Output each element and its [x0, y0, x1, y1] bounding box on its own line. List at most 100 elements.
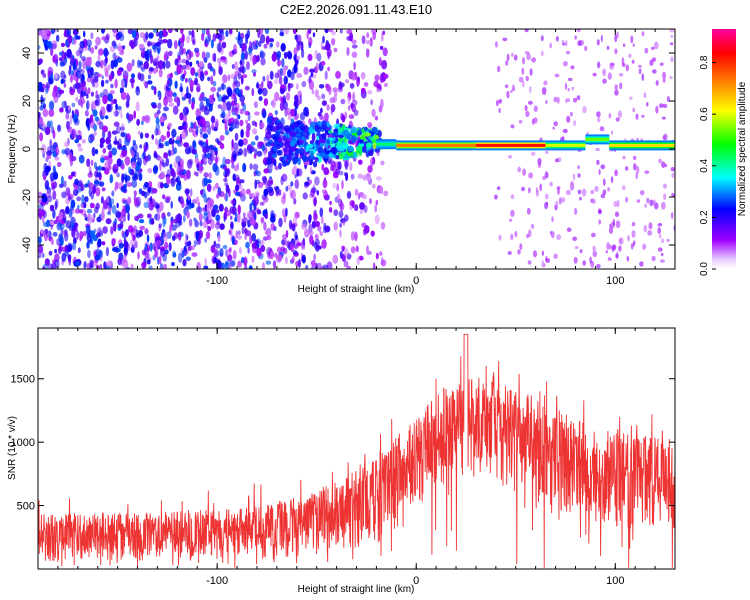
- spectrogram-cell: [200, 118, 206, 127]
- spectrogram-cell: [207, 125, 212, 135]
- spectrogram-cell: [103, 201, 109, 210]
- spectrogram-cell: [146, 41, 153, 47]
- spectrogram-cell: [100, 157, 105, 164]
- spectrogram-cell: [64, 147, 71, 156]
- spectrogram-cell: [308, 126, 314, 135]
- spectrogram-cell: [113, 121, 120, 127]
- spectrogram-cell: [179, 196, 184, 205]
- spectrogram-axes: -100 0 100 -40 -20 0 20 40: [21, 29, 676, 287]
- spectrogram-cell: [86, 39, 92, 47]
- spectrogram-cell: [326, 104, 330, 111]
- y-tick-label: 500: [17, 501, 35, 513]
- spectrogram-cell: [579, 249, 583, 254]
- spectrogram-cell: [295, 235, 298, 240]
- spectrogram-cell: [143, 201, 150, 209]
- spectrogram-cell: [248, 40, 252, 50]
- spectrogram-cell: [309, 235, 314, 245]
- spectrogram-cell: [557, 188, 560, 195]
- spectrogram-cell: [330, 38, 336, 46]
- spectrogram-cell: [671, 192, 674, 197]
- spectrogram-cell: [569, 111, 573, 117]
- spectrogram-cell: [198, 166, 203, 174]
- spectrogram-cell: [170, 216, 174, 222]
- spectrogram-cell: [168, 242, 172, 252]
- spectrogram-cell: [654, 41, 659, 50]
- spectrogram-cell: [168, 149, 172, 158]
- colorbar-axis: 0.0 0.2 0.4 0.6 0.8: [699, 55, 716, 276]
- spectrogram-cell: [99, 264, 103, 269]
- spectrogram-cell: [530, 151, 536, 156]
- spectrogram-cell: [333, 221, 338, 231]
- spectrogram-cell: [289, 190, 294, 199]
- spectrogram-cell: [648, 222, 653, 230]
- spectrogram-cell: [293, 244, 299, 250]
- spectrogram-cell: [651, 46, 655, 50]
- spectrogram-cell: [166, 197, 170, 204]
- spectrogram-cell: [49, 120, 53, 128]
- spectrogram-cell: [350, 72, 357, 81]
- spectrogram-cell: [210, 115, 216, 124]
- spectrogram-cell: [113, 59, 118, 68]
- spectrogram-cell: [285, 185, 289, 192]
- spectrogram-cell: [53, 85, 58, 93]
- spectrogram-cell: [375, 176, 382, 181]
- spectrogram-cell: [250, 141, 256, 146]
- spectrogram-cell: [366, 32, 370, 39]
- spectrogram-cell: [571, 86, 575, 91]
- spectrogram-cell: [344, 160, 349, 171]
- spectrogram-cell: [297, 34, 302, 43]
- spectrogram-cell: [636, 199, 641, 203]
- spectrogram-cell: [326, 122, 331, 128]
- spectrogram-cell: [237, 72, 242, 80]
- spectrogram-cell: [550, 231, 555, 239]
- spectrogram-cell: [232, 153, 237, 159]
- spectrogram-cell: [38, 111, 41, 118]
- spectrogram-cell: [528, 187, 531, 194]
- spectrogram-cell: [369, 198, 372, 205]
- spectrogram-cell: [40, 228, 44, 234]
- spectrogram-cell: [256, 150, 263, 157]
- spectrogram-cell: [299, 94, 302, 105]
- spectrogram-cell: [182, 114, 188, 123]
- spectrogram-cell: [168, 102, 175, 107]
- spectrogram-cell: [545, 258, 551, 263]
- spectrogram-cell: [45, 81, 51, 89]
- spectrogram-cell: [320, 124, 328, 131]
- spectrogram-cell: [631, 222, 636, 227]
- spectrogram-cell: [215, 33, 221, 39]
- spectrogram-cell: [149, 67, 154, 72]
- spectrogram-cell: [282, 192, 286, 200]
- spectrogram-cell: [247, 111, 251, 122]
- spectrogram-cell: [338, 134, 344, 139]
- spectrogram-cell: [597, 208, 602, 215]
- spectrogram-cell: [179, 112, 184, 121]
- spectrogram-cell: [111, 190, 115, 197]
- spectrogram-cell: [310, 260, 316, 267]
- snr-axes: -100 0 100 500 1000 1500: [11, 328, 676, 587]
- spectrogram-cell: [161, 162, 167, 168]
- spectrogram-cell: [252, 40, 258, 46]
- spectrogram-cell: [70, 199, 76, 209]
- spectrogram-cell: [48, 100, 55, 111]
- spectrogram-cell: [632, 155, 637, 161]
- spectrogram-cell: [38, 244, 44, 254]
- spectrogram-cell: [233, 142, 239, 152]
- spectrogram-cell: [98, 181, 105, 187]
- spectrogram-cell: [230, 215, 233, 220]
- spectrogram-cell: [68, 175, 73, 180]
- spectrogram-cell: [353, 61, 356, 71]
- spectrogram-cell: [599, 126, 605, 132]
- spectrogram-cell: [121, 148, 128, 158]
- spectrogram-cell: [277, 137, 283, 144]
- spectrogram-cell: [265, 260, 272, 265]
- spectrogram-cell: [574, 35, 577, 40]
- spectrogram-cell: [602, 189, 607, 195]
- spectrogram-cell: [260, 244, 266, 253]
- spectrogram-cell: [517, 166, 521, 173]
- spectrogram-cell: [553, 121, 558, 127]
- spectrogram-cell: [104, 161, 109, 170]
- spectrogram-cell: [186, 53, 190, 61]
- spectrogram-cell: [97, 227, 102, 236]
- spectrogram-cell: [261, 144, 266, 152]
- spectrogram-cell: [304, 228, 310, 238]
